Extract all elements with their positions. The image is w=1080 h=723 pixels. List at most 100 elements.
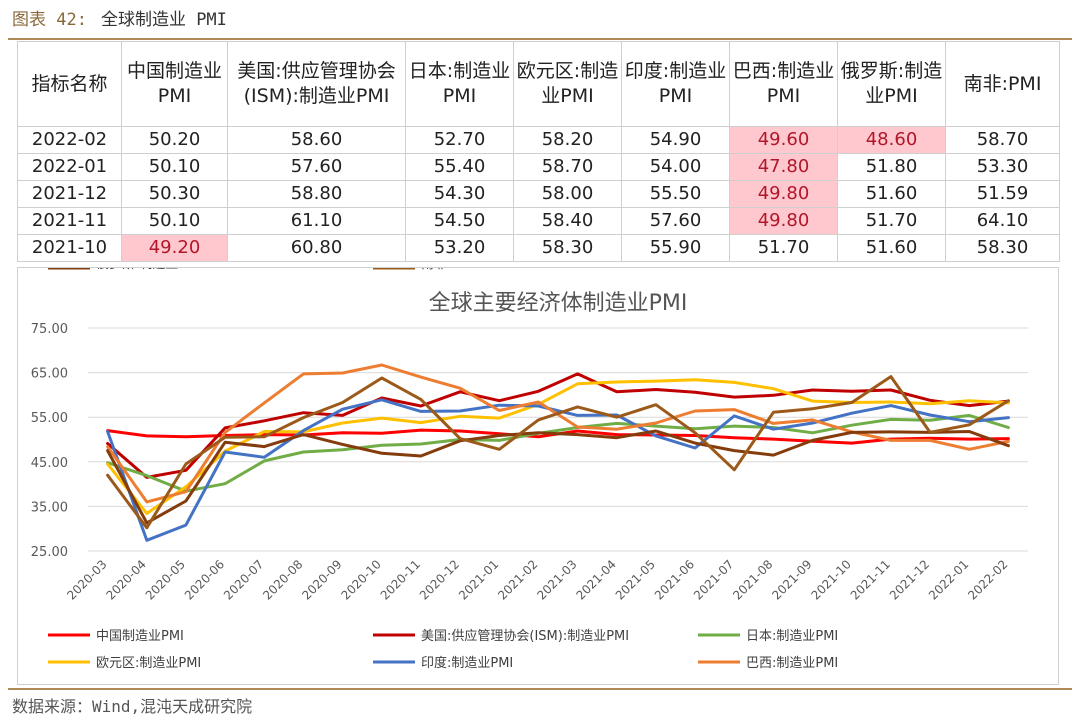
legend-label: 美国:供应管理协会(ISM):制造业PMI xyxy=(421,628,629,644)
y-tick-label: 75.00 xyxy=(31,322,68,337)
table-cell: 64.10 xyxy=(945,207,1060,235)
x-tick-label: 2020-10 xyxy=(339,557,384,602)
x-tick-label: 2020-03 xyxy=(64,557,109,602)
x-tick-label: 2020-04 xyxy=(104,557,149,602)
column-header: 南非:PMI xyxy=(945,41,1060,127)
y-tick-label: 65.00 xyxy=(31,367,68,382)
x-tick-label: 2020-06 xyxy=(182,557,227,602)
legend-label: 俄罗斯:制造业PMI xyxy=(96,268,201,272)
table-cell: 55.50 xyxy=(621,180,730,208)
legend-label: 南非:PMI xyxy=(421,268,474,272)
pmi-table: 指标名称 中国制造业PMI 美国:供应管理协会(ISM):制造业PMI 日本:制… xyxy=(17,41,1060,262)
x-tick-label: 2021-07 xyxy=(691,557,736,602)
legend-label: 印度:制造业PMI xyxy=(421,655,513,671)
x-tick-label: 2021-02 xyxy=(495,557,540,602)
series-line xyxy=(106,372,1010,479)
table-cell-below-50: 48.60 xyxy=(837,126,946,154)
x-tick-label: 2022-01 xyxy=(926,557,971,602)
table-cell-below-50: 49.60 xyxy=(729,126,838,154)
x-tick-label: 2021-04 xyxy=(574,557,619,602)
x-tick-label: 2021-05 xyxy=(613,557,658,602)
table-row: 2021-11 50.10 61.10 54.50 58.40 57.60 49.80 51.… xyxy=(17,207,1060,235)
x-tick-label: 2021-06 xyxy=(652,557,697,602)
table-row: 2022-01 50.10 57.60 55.40 58.70 54.00 47.80 51.… xyxy=(17,153,1060,181)
series-line xyxy=(106,429,1010,525)
table-cell: 61.10 xyxy=(227,207,406,235)
x-tick-label: 2020-07 xyxy=(221,557,266,602)
table-cell: 58.40 xyxy=(513,207,622,235)
table-cell-below-50: 49.80 xyxy=(729,180,838,208)
table-cell: 58.30 xyxy=(513,234,622,262)
y-tick-label: 25.00 xyxy=(31,545,68,560)
table-cell: 58.20 xyxy=(513,126,622,154)
column-header: 印度:制造业PMI xyxy=(621,41,730,127)
table-cell: 54.90 xyxy=(621,126,730,154)
legend-label: 日本:制造业PMI xyxy=(746,629,838,644)
table-cell-below-50: 49.20 xyxy=(121,234,228,262)
figure-caption: 图表 42: 全球制造业 PMI xyxy=(12,6,227,34)
table-cell: 53.20 xyxy=(405,234,514,262)
table-cell: 58.30 xyxy=(945,234,1060,262)
series-line xyxy=(106,375,1010,530)
table-cell: 58.60 xyxy=(227,126,406,154)
table-cell: 50.20 xyxy=(121,126,228,154)
column-header: 巴西:制造业PMI xyxy=(729,41,838,127)
caption-divider xyxy=(8,38,1072,40)
y-tick-label: 55.00 xyxy=(31,411,68,426)
table-cell: 52.70 xyxy=(405,126,514,154)
column-header: 日本:制造业PMI xyxy=(405,41,514,127)
table-cell: 53.30 xyxy=(945,153,1060,181)
x-tick-label: 2021-11 xyxy=(848,557,893,602)
table-cell: 51.80 xyxy=(837,153,946,181)
legend-label: 中国制造业PMI xyxy=(96,629,184,644)
x-tick-label: 2021-12 xyxy=(887,557,932,602)
table-cell: 50.30 xyxy=(121,180,228,208)
y-tick-label: 45.00 xyxy=(31,456,68,471)
table-cell: 57.60 xyxy=(227,153,406,181)
figure-number: 图表 42: xyxy=(12,10,87,30)
table-cell: 50.10 xyxy=(121,153,228,181)
series-line xyxy=(106,413,1010,493)
x-tick-label: 2021-03 xyxy=(534,557,579,602)
column-header: 中国制造业PMI xyxy=(121,41,228,127)
table-body: 2022-02 50.20 58.60 52.70 58.20 54.90 49.60 48.… xyxy=(17,126,1060,262)
table-cell: 51.70 xyxy=(729,234,838,262)
row-date-cell: 2021-10 xyxy=(17,234,122,262)
table-cell: 60.80 xyxy=(227,234,406,262)
table-cell: 54.50 xyxy=(405,207,514,235)
table-row: 2021-12 50.30 58.80 54.30 58.00 55.50 49.80 51.… xyxy=(17,180,1060,208)
source-note: 数据来源：Wind,混沌天成研究院 xyxy=(12,697,253,716)
row-date-cell: 2021-11 xyxy=(17,207,122,235)
table-cell-below-50: 47.80 xyxy=(729,153,838,181)
legend-label: 欧元区:制造业PMI xyxy=(96,656,201,671)
table-cell: 51.60 xyxy=(837,234,946,262)
table-cell: 58.00 xyxy=(513,180,622,208)
chart-panel: 全球主要经济体制造业PMI 25.00 35.00 45.00 55.00 65.00 75… xyxy=(17,256,1059,685)
table-cell: 58.70 xyxy=(513,153,622,181)
x-tick-label: 2020-11 xyxy=(378,557,423,602)
legend-label: 巴西:制造业PMI xyxy=(746,656,838,671)
figure-title: 全球制造业 PMI xyxy=(100,10,227,30)
source-divider xyxy=(8,688,1072,690)
table-cell: 55.90 xyxy=(621,234,730,262)
x-tick-label: 2021-08 xyxy=(730,557,775,602)
table-cell: 58.70 xyxy=(945,126,1060,154)
table-cell-below-50: 49.80 xyxy=(729,207,838,235)
column-header: 指标名称 xyxy=(17,41,122,127)
y-tick-label: 35.00 xyxy=(31,500,68,515)
table-cell: 51.70 xyxy=(837,207,946,235)
series-line xyxy=(106,378,1010,515)
x-tick-label: 2020-09 xyxy=(299,557,344,602)
x-tick-label: 2020-12 xyxy=(417,557,462,602)
table-cell: 51.59 xyxy=(945,180,1060,208)
pmi-line-chart: 全球主要经济体制造业PMI 25.00 35.00 45.00 55.00 65.00 75… xyxy=(31,256,1028,671)
table-cell: 54.30 xyxy=(405,180,514,208)
table-cell: 57.60 xyxy=(621,207,730,235)
x-tick-label: 2020-08 xyxy=(260,557,305,602)
table-cell: 55.40 xyxy=(405,153,514,181)
x-tick-label: 2021-10 xyxy=(809,557,854,602)
series-line xyxy=(106,398,1010,542)
chart-title: 全球主要经济体制造业PMI xyxy=(429,291,688,316)
table-cell: 50.10 xyxy=(121,207,228,235)
table-row: 2022-02 50.20 58.60 52.70 58.20 54.90 49.60 48.… xyxy=(17,126,1060,154)
